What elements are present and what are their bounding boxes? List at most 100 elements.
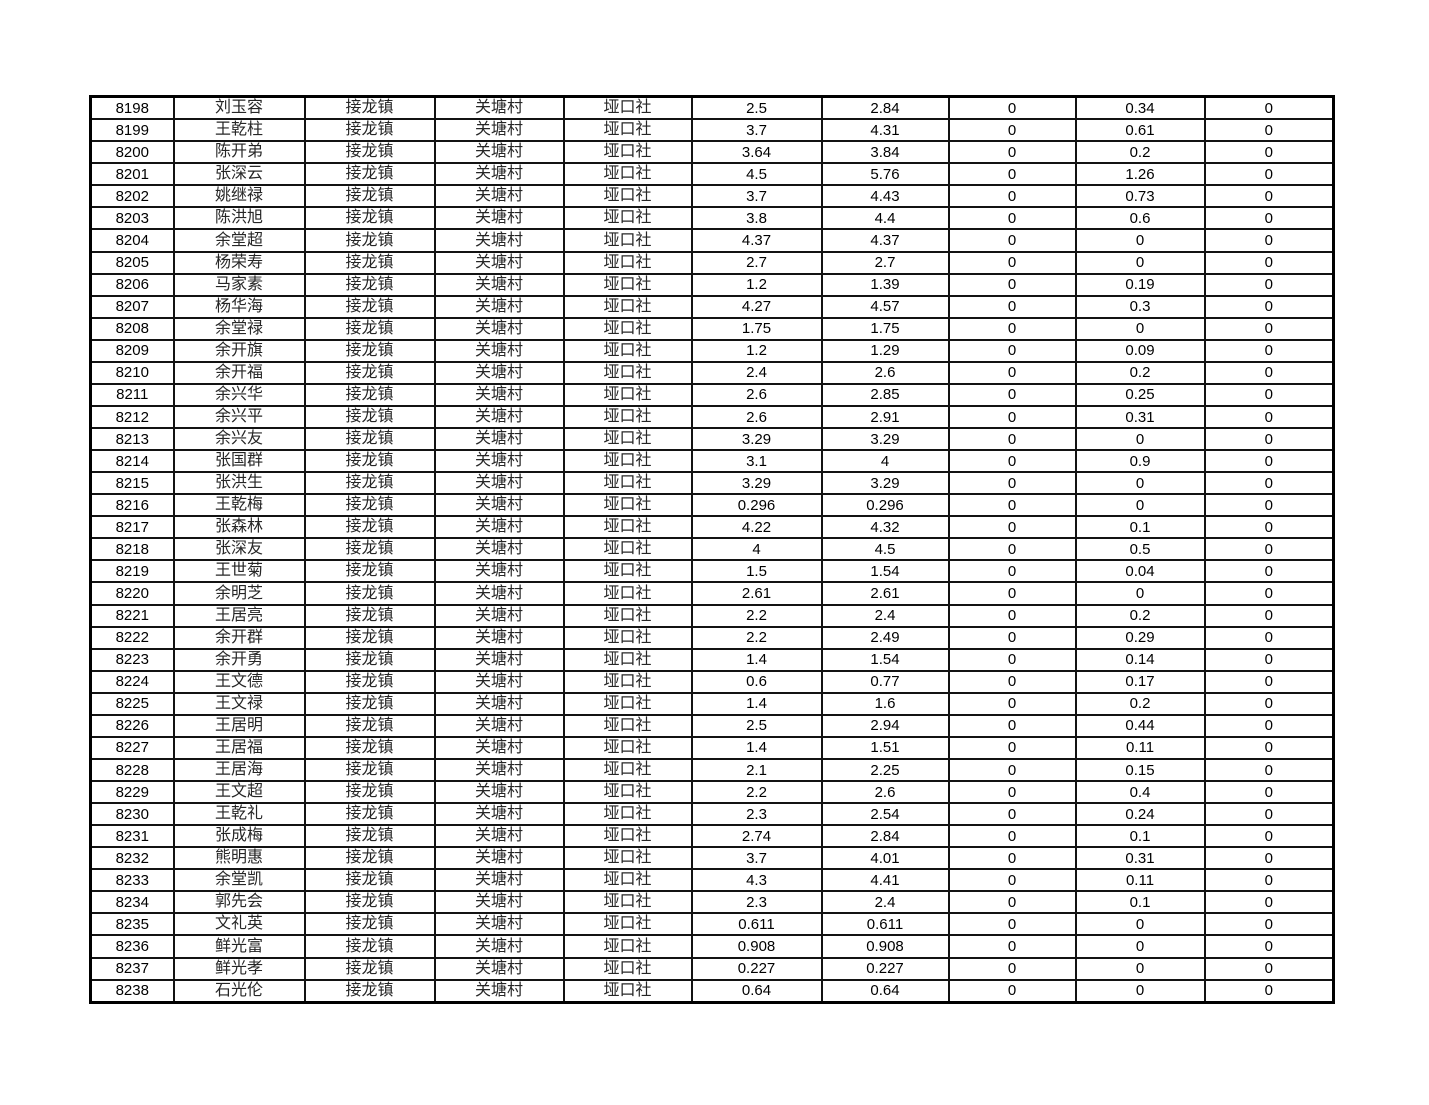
table-row: 8236 鲜光富 接龙镇 关塘村 垭口社 0.908 0.908 0 0 0 [89, 934, 1335, 959]
cell-hamlet: 垭口社 [562, 316, 693, 341]
cell-num4: 0.11 [1074, 735, 1206, 760]
cell-num2: 3.29 [820, 427, 950, 452]
cell-town: 接龙镇 [303, 669, 436, 694]
cell-name: 马家素 [172, 272, 306, 297]
table-row: 8198 刘玉容 接龙镇 关塘村 垭口社 2.5 2.84 0 0.34 0 [89, 95, 1335, 121]
cell-num4: 0 [1074, 978, 1206, 1004]
cell-village: 关塘村 [433, 956, 565, 981]
cell-num4: 0.11 [1074, 868, 1206, 893]
cell-hamlet: 垭口社 [562, 559, 693, 584]
cell-num5: 0 [1203, 449, 1335, 474]
cell-village: 关塘村 [433, 625, 565, 650]
cell-town: 接龙镇 [303, 493, 436, 518]
cell-town: 接龙镇 [303, 956, 436, 981]
cell-name: 余明芝 [172, 581, 306, 606]
cell-hamlet: 垭口社 [562, 184, 693, 209]
cell-num4: 0 [1074, 427, 1206, 452]
cell-village: 关塘村 [433, 824, 565, 849]
cell-town: 接龙镇 [303, 471, 436, 496]
cell-num1: 3.29 [690, 427, 823, 452]
cell-hamlet: 垭口社 [562, 824, 693, 849]
cell-num3: 0 [947, 890, 1077, 915]
table-row: 8206 马家素 接龙镇 关塘村 垭口社 1.2 1.39 0 0.19 0 [89, 272, 1335, 297]
cell-num5: 0 [1203, 404, 1335, 430]
cell-num1: 2.6 [690, 404, 823, 430]
cell-num5: 0 [1203, 780, 1335, 805]
table-row: 8225 王文禄 接龙镇 关塘村 垭口社 1.4 1.6 0 0.2 0 [89, 691, 1335, 716]
cell-num3: 0 [947, 780, 1077, 805]
cell-village: 关塘村 [433, 404, 565, 430]
cell-hamlet: 垭口社 [562, 382, 693, 407]
cell-num2: 0.227 [820, 956, 950, 981]
cell-num2: 2.4 [820, 890, 950, 915]
cell-num4: 0 [1074, 250, 1206, 275]
cell-num1: 0.611 [690, 912, 823, 937]
cell-num3: 0 [947, 184, 1077, 209]
cell-village: 关塘村 [433, 846, 565, 871]
cell-num1: 1.2 [690, 338, 823, 363]
cell-id: 8235 [89, 912, 175, 937]
cell-hamlet: 垭口社 [562, 603, 693, 628]
cell-num3: 0 [947, 603, 1077, 628]
cell-num3: 0 [947, 934, 1077, 959]
cell-num2: 2.84 [820, 95, 950, 121]
cell-town: 接龙镇 [303, 294, 436, 319]
cell-id: 8208 [89, 316, 175, 341]
cell-num2: 0.77 [820, 669, 950, 694]
cell-village: 关塘村 [433, 272, 565, 297]
cell-num1: 2.3 [690, 802, 823, 827]
cell-num2: 2.4 [820, 603, 950, 628]
cell-num1: 0.908 [690, 934, 823, 959]
cell-num2: 2.49 [820, 625, 950, 650]
cell-num2: 1.39 [820, 272, 950, 297]
cell-name: 王居海 [172, 757, 306, 783]
cell-hamlet: 垭口社 [562, 868, 693, 893]
cell-id: 8231 [89, 824, 175, 849]
cell-num5: 0 [1203, 713, 1335, 738]
cell-hamlet: 垭口社 [562, 713, 693, 738]
cell-hamlet: 垭口社 [562, 625, 693, 650]
cell-num5: 0 [1203, 206, 1335, 231]
cell-id: 8217 [89, 515, 175, 540]
table-row: 8218 张深友 接龙镇 关塘村 垭口社 4 4.5 0 0.5 0 [89, 537, 1335, 562]
cell-num4: 0 [1074, 581, 1206, 606]
cell-hamlet: 垭口社 [562, 537, 693, 562]
cell-town: 接龙镇 [303, 713, 436, 738]
cell-num5: 0 [1203, 691, 1335, 716]
cell-hamlet: 垭口社 [562, 978, 693, 1004]
cell-village: 关塘村 [433, 780, 565, 805]
cell-num1: 1.2 [690, 272, 823, 297]
cell-village: 关塘村 [433, 294, 565, 319]
cell-village: 关塘村 [433, 449, 565, 474]
cell-id: 8222 [89, 625, 175, 650]
cell-town: 接龙镇 [303, 250, 436, 275]
cell-num3: 0 [947, 316, 1077, 341]
cell-num4: 0.31 [1074, 846, 1206, 871]
cell-hamlet: 垭口社 [562, 581, 693, 606]
cell-num4: 0.3 [1074, 294, 1206, 319]
table-row: 8234 郭先会 接龙镇 关塘村 垭口社 2.3 2.4 0 0.1 0 [89, 890, 1335, 915]
cell-num5: 0 [1203, 471, 1335, 496]
cell-num2: 4.57 [820, 294, 950, 319]
cell-num2: 3.84 [820, 140, 950, 165]
cell-num2: 1.6 [820, 691, 950, 716]
cell-num2: 3.29 [820, 471, 950, 496]
cell-id: 8202 [89, 184, 175, 209]
cell-village: 关塘村 [433, 978, 565, 1004]
cell-village: 关塘村 [433, 95, 565, 121]
cell-num2: 1.75 [820, 316, 950, 341]
cell-num1: 0.227 [690, 956, 823, 981]
cell-id: 8228 [89, 757, 175, 783]
cell-id: 8207 [89, 294, 175, 319]
table-row: 8202 姚继禄 接龙镇 关塘村 垭口社 3.7 4.43 0 0.73 0 [89, 184, 1335, 209]
cell-num4: 0.19 [1074, 272, 1206, 297]
cell-hamlet: 垭口社 [562, 338, 693, 363]
cell-num2: 5.76 [820, 162, 950, 187]
cell-hamlet: 垭口社 [562, 735, 693, 760]
cell-village: 关塘村 [433, 140, 565, 165]
cell-town: 接龙镇 [303, 912, 436, 937]
cell-num2: 2.84 [820, 824, 950, 849]
cell-village: 关塘村 [433, 757, 565, 783]
cell-num5: 0 [1203, 647, 1335, 672]
table-row: 8231 张成梅 接龙镇 关塘村 垭口社 2.74 2.84 0 0.1 0 [89, 824, 1335, 849]
